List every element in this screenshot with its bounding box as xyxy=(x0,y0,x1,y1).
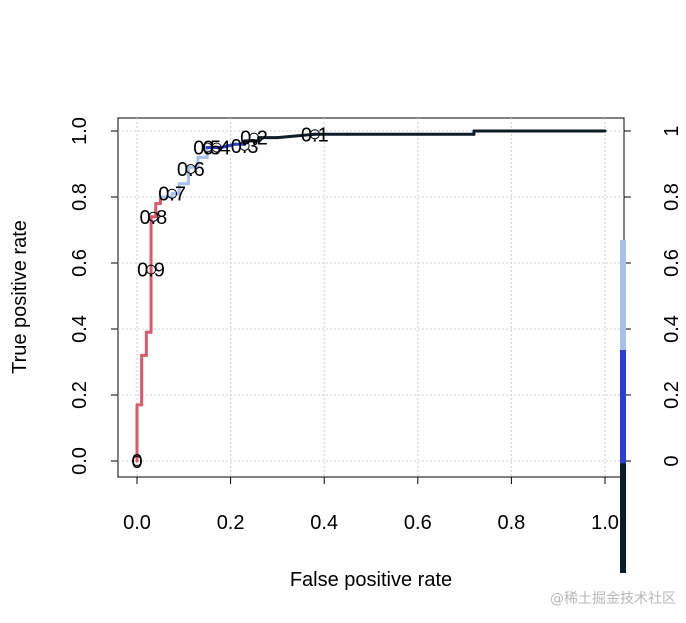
x-axis: 0.0 0.2 0.4 0.6 0.8 1.0 xyxy=(123,477,619,534)
y-tick-label: 0.2 xyxy=(69,381,91,409)
roc-curve xyxy=(135,129,607,463)
cutoff-labels: 00.90.80.70.60.50.4 0.30.2 0.1 xyxy=(131,124,328,473)
plot-frame xyxy=(117,117,625,478)
cutoff-marker xyxy=(132,456,142,466)
y-tick-label: 0.6 xyxy=(69,249,91,277)
x-tick-label: 0.6 xyxy=(404,512,432,534)
cutoff-marker xyxy=(148,211,159,222)
cutoff-label: 0 xyxy=(131,451,142,473)
x-tick-label: 0.8 xyxy=(497,512,525,534)
cutoff-label: 0.9 xyxy=(137,260,165,282)
cutoff-label: 0.8 xyxy=(139,207,167,229)
colorbar-tick-label: 0.4 xyxy=(661,315,683,343)
y-axis: 0.0 0.2 0.4 0.6 0.8 1.0 xyxy=(69,117,118,475)
x-tick-label: 0.2 xyxy=(217,512,245,534)
y-tick-label: 1.0 xyxy=(69,117,91,145)
colorbar-tick-label: 0.8 xyxy=(661,183,683,211)
x-tick-label: 1.0 xyxy=(591,512,619,534)
colorbar-tick-label: 1 xyxy=(661,125,683,136)
cutoff-marker xyxy=(309,129,320,140)
cutoff-marker xyxy=(146,264,157,275)
x-tick-label: 0.0 xyxy=(123,512,151,534)
colorbar-tick-label: 0.6 xyxy=(661,249,683,277)
y-tick-label: 0.4 xyxy=(69,315,91,343)
colorbar-segment xyxy=(620,349,626,464)
cutoff-marker xyxy=(249,132,259,143)
x-tick-label: 0.4 xyxy=(310,512,338,534)
y-tick-label: 0.0 xyxy=(69,447,91,475)
y-tick-label: 0.8 xyxy=(69,183,91,211)
colorbar-segment xyxy=(620,463,626,573)
colorbar-axis: 0 0.2 0.4 0.6 0.8 1 xyxy=(624,125,683,467)
cutoff-marker xyxy=(211,142,222,153)
colorbar-segment xyxy=(620,240,626,350)
cutoff-label: 0.4 xyxy=(203,138,231,160)
cutoff-marker xyxy=(185,163,196,174)
colorbar-tick-label: 0 xyxy=(661,455,683,466)
colorbar-tick-label: 0.2 xyxy=(661,381,683,409)
watermark: @稀土掘金技术社区 xyxy=(550,591,676,607)
x-axis-title: False positive rate xyxy=(290,569,452,591)
cutoff-label: 0.1 xyxy=(301,124,329,146)
cutoff-label: 0.7 xyxy=(158,184,186,206)
cutoff-marker xyxy=(167,188,178,199)
cutoff-label: 0.5 xyxy=(193,138,221,160)
cutoff-label: 0.6 xyxy=(177,159,205,181)
cutoff-label: 0.2 xyxy=(240,128,268,150)
roc-segment xyxy=(219,142,237,149)
y-axis-title: True positive rate xyxy=(9,220,31,374)
cutoff-marker xyxy=(239,140,250,151)
colorbar xyxy=(620,240,626,573)
roc-segment xyxy=(275,132,317,140)
